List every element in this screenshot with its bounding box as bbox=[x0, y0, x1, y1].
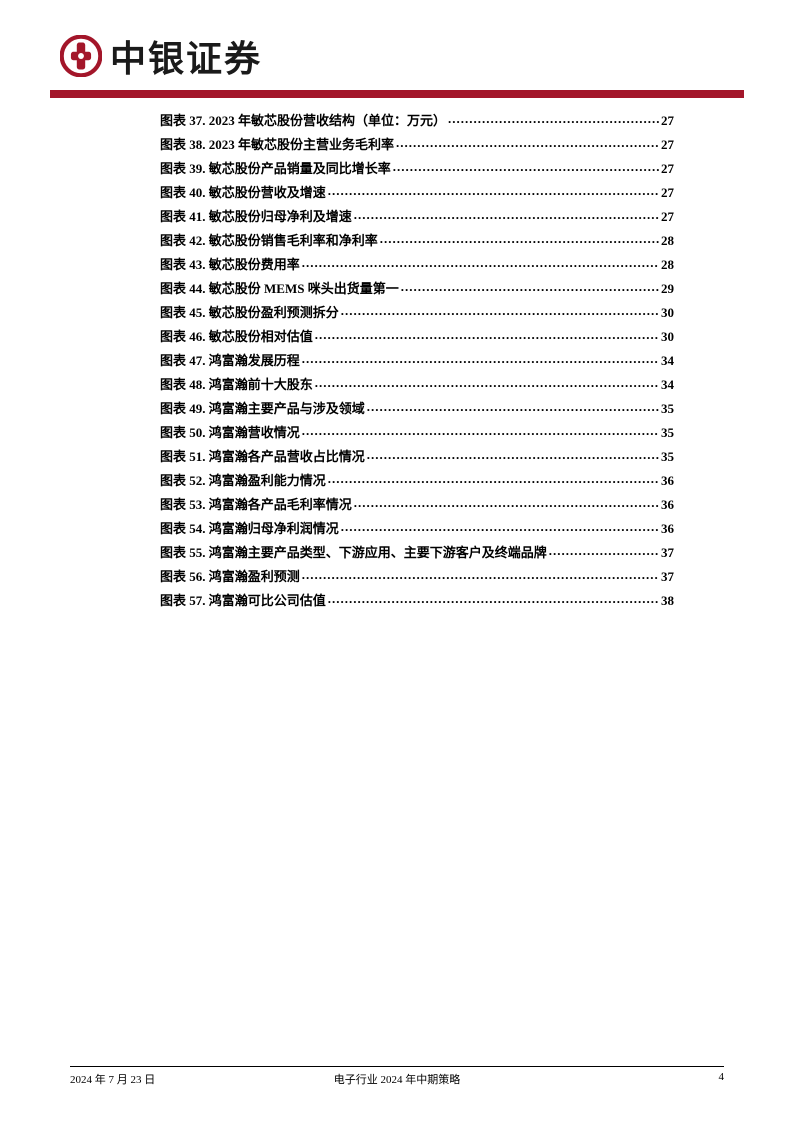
toc-entry-page: 38 bbox=[661, 594, 674, 607]
toc-entry[interactable]: 图表 48. 鸿富瀚前十大股东 34 bbox=[160, 376, 674, 391]
toc-entry-page: 37 bbox=[661, 546, 674, 559]
toc-entry-label: 图表 56. 鸿富瀚盈利预测 bbox=[160, 570, 300, 583]
table-of-contents: 图表 37. 2023 年敏芯股份营收结构（单位：万元）27图表 38. 202… bbox=[60, 112, 734, 607]
document-header: 中银证券 bbox=[60, 30, 734, 82]
brand-name: 中银证券 bbox=[110, 30, 262, 82]
toc-entry-page: 29 bbox=[661, 282, 674, 295]
toc-entry[interactable]: 图表 49. 鸿富瀚主要产品与涉及领域 35 bbox=[160, 400, 674, 415]
toc-dots bbox=[448, 112, 659, 125]
toc-entry-page: 28 bbox=[661, 234, 674, 247]
toc-entry-label: 图表 54. 鸿富瀚归母净利润情况 bbox=[160, 522, 339, 535]
toc-entry-page: 35 bbox=[661, 426, 674, 439]
toc-entry[interactable]: 图表 41. 敏芯股份归母净利及增速 27 bbox=[160, 208, 674, 223]
toc-dots bbox=[401, 280, 659, 293]
toc-entry-page: 35 bbox=[661, 450, 674, 463]
footer-title: 电子行业 2024 年中期策略 bbox=[70, 1071, 724, 1087]
toc-dots bbox=[302, 352, 659, 365]
toc-entry-label: 图表 45. 敏芯股份盈利预测拆分 bbox=[160, 306, 339, 319]
toc-entry-label: 图表 47. 鸿富瀚发展历程 bbox=[160, 354, 300, 367]
toc-entry-label: 图表 49. 鸿富瀚主要产品与涉及领域 bbox=[160, 402, 365, 415]
toc-entry-label: 图表 43. 敏芯股份费用率 bbox=[160, 258, 300, 271]
toc-entry-page: 30 bbox=[661, 306, 674, 319]
toc-dots bbox=[302, 424, 659, 437]
header-divider bbox=[50, 90, 744, 98]
toc-entry-label: 图表 37. 2023 年敏芯股份营收结构（单位：万元） bbox=[160, 114, 446, 127]
toc-entry-label: 图表 57. 鸿富瀚可比公司估值 bbox=[160, 594, 326, 607]
toc-dots bbox=[315, 328, 659, 341]
toc-entry-page: 36 bbox=[661, 498, 674, 511]
toc-dots bbox=[549, 544, 659, 557]
toc-entry[interactable]: 图表 38. 2023 年敏芯股份主营业务毛利率 27 bbox=[160, 136, 674, 151]
toc-entry-page: 30 bbox=[661, 330, 674, 343]
brand-logo-icon bbox=[60, 35, 102, 77]
toc-dots bbox=[302, 256, 659, 269]
toc-dots bbox=[341, 304, 659, 317]
toc-entry-label: 图表 44. 敏芯股份 MEMS 咪头出货量第一 bbox=[160, 282, 399, 295]
toc-entry[interactable]: 图表 51. 鸿富瀚各产品营收占比情况 35 bbox=[160, 448, 674, 463]
toc-entry-page: 27 bbox=[661, 162, 674, 175]
toc-entry-page: 34 bbox=[661, 378, 674, 391]
toc-entry-page: 34 bbox=[661, 354, 674, 367]
toc-dots bbox=[328, 184, 659, 197]
footer-page-number: 4 bbox=[719, 1071, 725, 1087]
toc-entry[interactable]: 图表 47. 鸿富瀚发展历程 34 bbox=[160, 352, 674, 367]
toc-entry-label: 图表 52. 鸿富瀚盈利能力情况 bbox=[160, 474, 326, 487]
footer-date: 2024 年 7 月 23 日 bbox=[70, 1071, 155, 1087]
toc-entry-page: 27 bbox=[661, 138, 674, 151]
toc-entry[interactable]: 图表 50. 鸿富瀚营收情况 35 bbox=[160, 424, 674, 439]
toc-dots bbox=[396, 136, 659, 149]
toc-entry[interactable]: 图表 42. 敏芯股份销售毛利率和净利率 28 bbox=[160, 232, 674, 247]
toc-entry-label: 图表 40. 敏芯股份营收及增速 bbox=[160, 186, 326, 199]
toc-entry[interactable]: 图表 46. 敏芯股份相对估值 30 bbox=[160, 328, 674, 343]
toc-entry[interactable]: 图表 37. 2023 年敏芯股份营收结构（单位：万元） 27 bbox=[160, 112, 674, 127]
toc-dots bbox=[354, 496, 659, 509]
toc-entry[interactable]: 图表 40. 敏芯股份营收及增速 27 bbox=[160, 184, 674, 199]
toc-entry[interactable]: 图表 43. 敏芯股份费用率 28 bbox=[160, 256, 674, 271]
toc-entry[interactable]: 图表 54. 鸿富瀚归母净利润情况 36 bbox=[160, 520, 674, 535]
toc-dots bbox=[302, 568, 659, 581]
toc-entry[interactable]: 图表 56. 鸿富瀚盈利预测 37 bbox=[160, 568, 674, 583]
toc-entry-page: 27 bbox=[661, 210, 674, 223]
toc-entry-label: 图表 53. 鸿富瀚各产品毛利率情况 bbox=[160, 498, 352, 511]
toc-entry-label: 图表 39. 敏芯股份产品销量及同比增长率 bbox=[160, 162, 391, 175]
toc-dots bbox=[380, 232, 659, 245]
toc-entry[interactable]: 图表 45. 敏芯股份盈利预测拆分 30 bbox=[160, 304, 674, 319]
toc-entry[interactable]: 图表 44. 敏芯股份 MEMS 咪头出货量第一 29 bbox=[160, 280, 674, 295]
toc-dots bbox=[328, 592, 659, 605]
toc-entry-label: 图表 50. 鸿富瀚营收情况 bbox=[160, 426, 300, 439]
toc-dots bbox=[341, 520, 659, 533]
toc-dots bbox=[367, 400, 659, 413]
toc-entry-page: 27 bbox=[661, 186, 674, 199]
toc-entry-label: 图表 38. 2023 年敏芯股份主营业务毛利率 bbox=[160, 138, 394, 151]
toc-entry-label: 图表 55. 鸿富瀚主要产品类型、下游应用、主要下游客户及终端品牌 bbox=[160, 546, 547, 559]
toc-entry-page: 36 bbox=[661, 474, 674, 487]
toc-entry[interactable]: 图表 57. 鸿富瀚可比公司估值 38 bbox=[160, 592, 674, 607]
toc-entry[interactable]: 图表 55. 鸿富瀚主要产品类型、下游应用、主要下游客户及终端品牌 37 bbox=[160, 544, 674, 559]
toc-dots bbox=[354, 208, 659, 221]
toc-entry-page: 35 bbox=[661, 402, 674, 415]
toc-entry-label: 图表 48. 鸿富瀚前十大股东 bbox=[160, 378, 313, 391]
toc-entry[interactable]: 图表 52. 鸿富瀚盈利能力情况 36 bbox=[160, 472, 674, 487]
toc-entry-label: 图表 46. 敏芯股份相对估值 bbox=[160, 330, 313, 343]
toc-dots bbox=[315, 376, 659, 389]
toc-dots bbox=[367, 448, 659, 461]
toc-entry-page: 36 bbox=[661, 522, 674, 535]
page-root: 中银证券 图表 37. 2023 年敏芯股份营收结构（单位：万元）27图表 38… bbox=[0, 0, 794, 1123]
toc-entry[interactable]: 图表 39. 敏芯股份产品销量及同比增长率 27 bbox=[160, 160, 674, 175]
toc-entry-label: 图表 42. 敏芯股份销售毛利率和净利率 bbox=[160, 234, 378, 247]
page-footer: 2024 年 7 月 23 日 电子行业 2024 年中期策略 4 bbox=[70, 1066, 724, 1087]
toc-entry-label: 图表 41. 敏芯股份归母净利及增速 bbox=[160, 210, 352, 223]
toc-dots bbox=[328, 472, 659, 485]
toc-entry[interactable]: 图表 53. 鸿富瀚各产品毛利率情况 36 bbox=[160, 496, 674, 511]
toc-entry-page: 37 bbox=[661, 570, 674, 583]
toc-entry-label: 图表 51. 鸿富瀚各产品营收占比情况 bbox=[160, 450, 365, 463]
toc-entry-page: 27 bbox=[661, 114, 674, 127]
toc-dots bbox=[393, 160, 659, 173]
toc-entry-page: 28 bbox=[661, 258, 674, 271]
